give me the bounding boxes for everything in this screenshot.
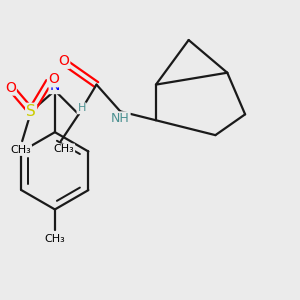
Text: CH₃: CH₃ <box>53 144 74 154</box>
Text: NH: NH <box>111 112 130 125</box>
Text: O: O <box>58 54 69 68</box>
Text: N: N <box>50 79 60 93</box>
Text: CH₃: CH₃ <box>10 145 31 155</box>
Text: O: O <box>48 72 59 86</box>
Text: O: O <box>5 81 16 94</box>
Text: H: H <box>77 103 86 113</box>
Text: S: S <box>26 104 36 119</box>
Text: CH₃: CH₃ <box>44 234 65 244</box>
